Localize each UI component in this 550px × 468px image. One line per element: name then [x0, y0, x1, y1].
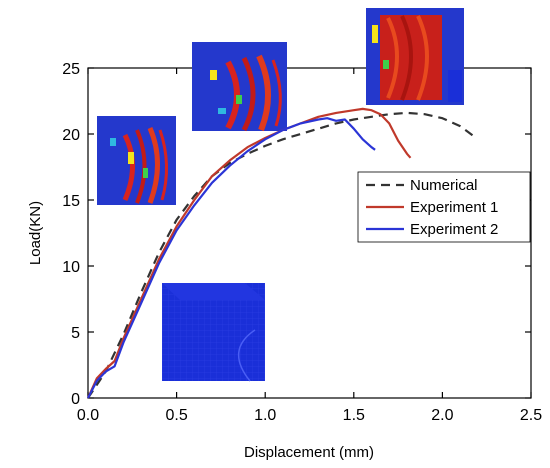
x-tick-labels: 0.0 0.5 1.0 1.5 2.0 2.5 — [77, 407, 542, 424]
series-layer — [86, 107, 474, 399]
damage-contour-mid-inset — [192, 42, 287, 132]
series-line-experiment-2 — [87, 117, 376, 399]
y-tick-label: 5 — [71, 325, 80, 342]
legend-label-experiment-2: Experiment 2 — [410, 221, 498, 238]
y-tick-label: 25 — [62, 61, 80, 78]
undeformed-mesh-inset — [162, 283, 265, 382]
series-line-experiment-1 — [86, 107, 412, 399]
plot-area — [87, 67, 532, 399]
series-line-numerical — [87, 111, 474, 399]
x-axis-title: Displacement (mm) — [244, 444, 374, 461]
legend: Numerical Experiment 1 Experiment 2 — [357, 171, 531, 243]
legend-label-experiment-1: Experiment 1 — [410, 199, 498, 216]
x-tick-label: 1.0 — [254, 407, 276, 424]
damage-contour-peak-inset — [366, 8, 464, 105]
x-tick-label: 0.0 — [77, 407, 99, 424]
x-tick-label: 1.5 — [343, 407, 365, 424]
x-tick-label: 0.5 — [165, 407, 187, 424]
damage-contour-early-inset — [97, 116, 176, 205]
y-tick-label: 20 — [62, 127, 80, 144]
y-axis-title: Load(KN) — [27, 201, 44, 265]
y-tick-label: 15 — [62, 193, 80, 210]
y-tick-label: 0 — [71, 391, 80, 408]
y-tick-labels: 0 5 10 15 20 25 — [62, 61, 80, 408]
y-tick-label: 10 — [62, 259, 80, 276]
x-tick-label: 2.5 — [520, 407, 542, 424]
x-tick-label: 2.0 — [431, 407, 453, 424]
legend-label-numerical: Numerical — [410, 177, 478, 194]
